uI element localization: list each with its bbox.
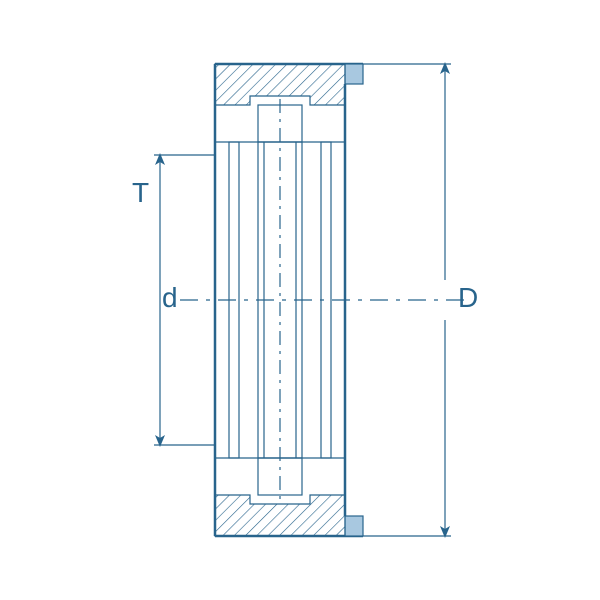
bearing-diagram bbox=[0, 0, 600, 600]
label-D: D bbox=[458, 282, 478, 314]
diagram-container: d D T bbox=[0, 0, 600, 600]
label-T: T bbox=[132, 177, 149, 209]
label-d: d bbox=[162, 282, 178, 314]
